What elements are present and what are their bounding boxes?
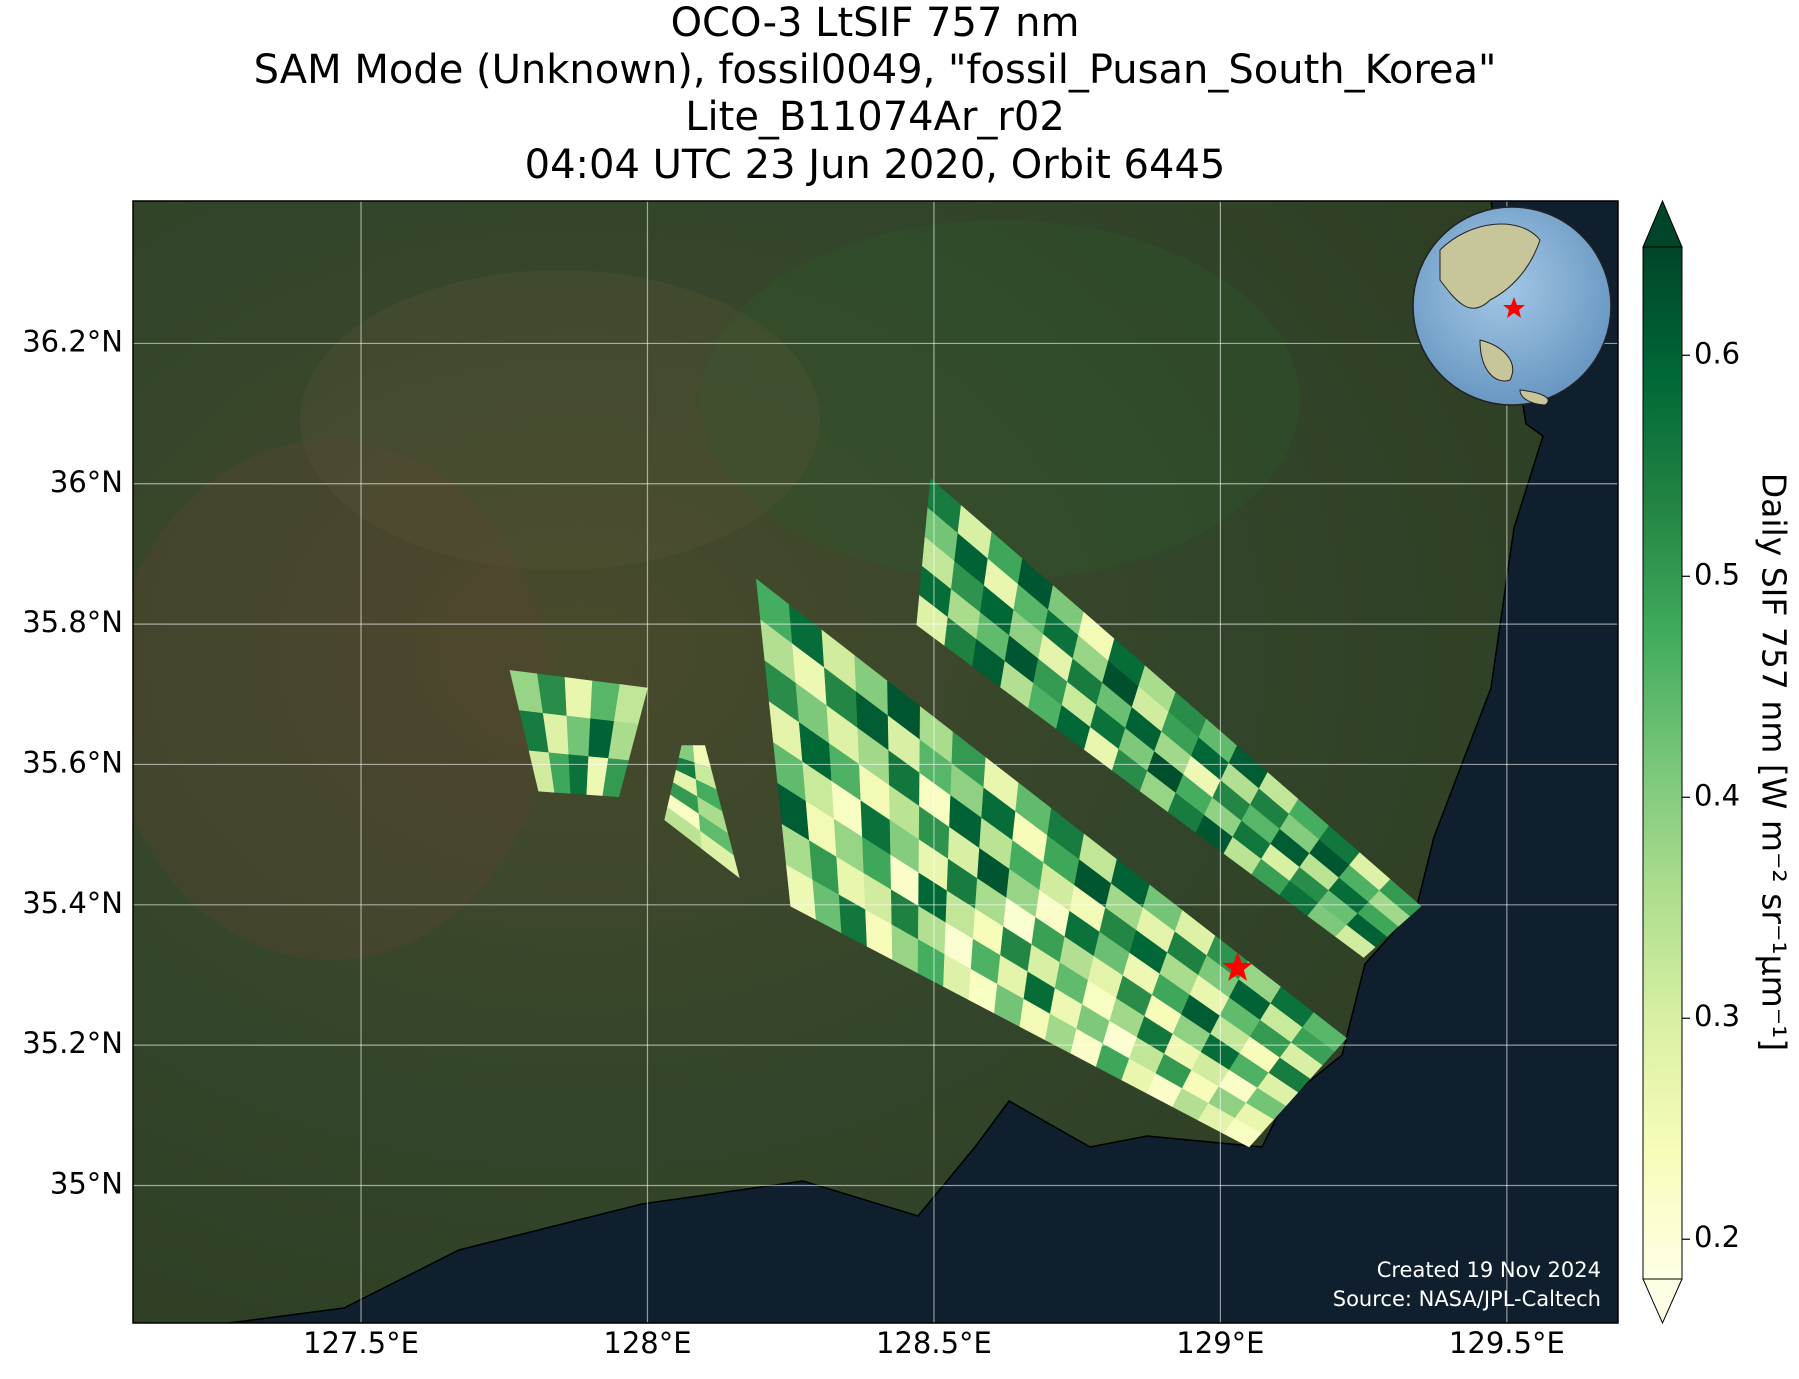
- y-tick-label: 35.8°N: [22, 605, 123, 639]
- x-tick-label: 127.5°E: [303, 1326, 419, 1360]
- x-tick-label: 128°E: [603, 1326, 691, 1360]
- colorbar-body: [1643, 247, 1682, 1279]
- colorbar-frame: [1642, 246, 1683, 1280]
- colorbar-extend-max: [1642, 199, 1683, 248]
- y-tick-label: 35.6°N: [22, 745, 123, 779]
- globe-marker: [1503, 297, 1525, 318]
- y-tick-label: 35.4°N: [22, 886, 123, 920]
- y-tick-label: 36°N: [50, 465, 123, 499]
- x-tick-label: 129°E: [1176, 1326, 1264, 1360]
- x-tick-label: 128.5°E: [876, 1326, 992, 1360]
- map-frame: [132, 200, 1619, 1324]
- gridlines: [133, 201, 1618, 1323]
- site-marker: [1222, 951, 1253, 981]
- globe-land: [1439, 223, 1541, 309]
- x-tick-label: 129.5°E: [1449, 1326, 1565, 1360]
- sif-cell: [566, 715, 591, 757]
- title: 04:04 UTC 23 Jun 2020, Orbit 6445: [525, 142, 1226, 188]
- colorbar: 0.2 0.3 0.4 0.5 0.6: [1642, 199, 1740, 1325]
- credit: Source: NASA/JPL-Caltech: [1333, 1287, 1601, 1311]
- terrain: [700, 220, 1300, 580]
- colorbar-tick-label: 0.6: [1694, 336, 1740, 370]
- y-tick-label: 35°N: [50, 1166, 123, 1200]
- ocean: [228, 201, 1618, 1323]
- colorbar-tick-label: 0.5: [1694, 557, 1740, 591]
- terrain: [300, 270, 820, 570]
- credit: Created 19 Nov 2024: [1377, 1258, 1601, 1282]
- title: SAM Mode (Unknown), fossil0049, "fossil_…: [254, 47, 1497, 93]
- colorbar-tick-label: 0.4: [1694, 778, 1740, 812]
- title: Lite_B11074Ar_r02: [685, 94, 1065, 140]
- colorbar-tick-label: 0.2: [1694, 1220, 1740, 1254]
- sif-cell: [568, 754, 589, 795]
- swath-cells: [509, 478, 1422, 1148]
- colorbar-extend-min: [1642, 1278, 1683, 1325]
- globe-land: [1479, 339, 1549, 406]
- sif-cell: [1335, 924, 1376, 958]
- y-tick-label: 35.2°N: [22, 1026, 123, 1060]
- map-background: Created 19 Nov 2024 Source: NASA/JPL-Cal…: [133, 201, 1618, 1323]
- sif-cell: [1223, 1118, 1262, 1148]
- title: OCO-3 LtSIF 757 nm: [671, 0, 1080, 46]
- y-tick-label: 36.2°N: [22, 324, 123, 358]
- colorbar-tick-label: 0.3: [1694, 999, 1740, 1033]
- colorbar-label: Daily SIF 757 nm [W m⁻² sr⁻¹μm⁻¹]: [1755, 473, 1794, 1052]
- sif-cell: [564, 677, 593, 720]
- terrain: [133, 440, 550, 960]
- sif-cell: [700, 830, 740, 879]
- sif-cell: [602, 758, 629, 798]
